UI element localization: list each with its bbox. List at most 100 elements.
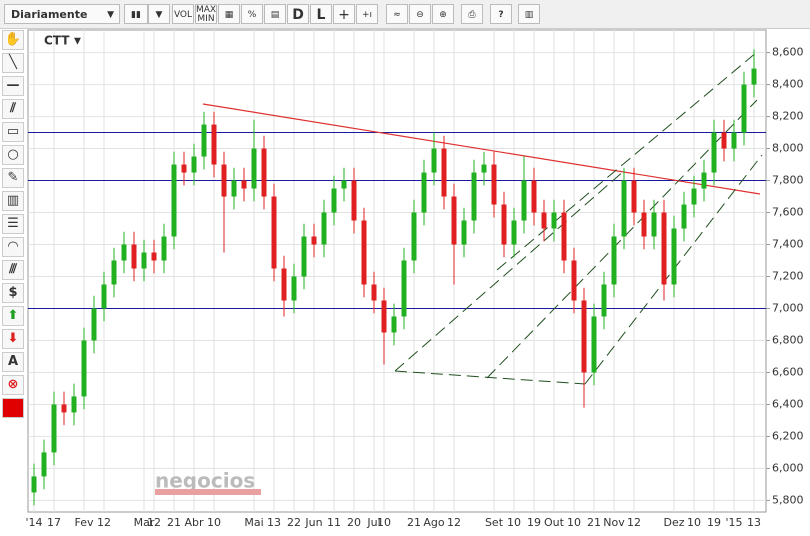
crosshair-button[interactable]: + — [333, 4, 355, 24]
candle-body — [231, 180, 237, 197]
text-tool[interactable]: A — [2, 352, 24, 372]
trendlines — [202, 51, 763, 385]
watermark: negocios — [155, 469, 255, 493]
chart-title: CTT — [44, 34, 70, 48]
hand-tool[interactable]: ✋ — [2, 30, 24, 50]
candle-body — [31, 476, 37, 493]
x-tick-label: 22 — [287, 516, 301, 529]
d-button[interactable]: D — [287, 4, 309, 24]
candle-body — [261, 148, 267, 197]
candle-body — [41, 452, 47, 477]
x-tick-label: 13 — [747, 516, 761, 529]
help-button[interactable]: ? — [490, 4, 512, 24]
candle-body — [401, 260, 407, 317]
volume-button[interactable]: VOL — [172, 4, 194, 24]
candle-body — [241, 180, 247, 189]
candle-body — [691, 188, 697, 205]
channel-lower — [584, 154, 763, 385]
maxmin-button[interactable]: MAX MIN — [195, 4, 217, 24]
y-tick-label: 6,600 — [772, 365, 804, 378]
candle-body — [561, 212, 567, 261]
candle-body — [711, 132, 717, 173]
line-tool[interactable]: ╲ — [2, 53, 24, 73]
hline-tool[interactable]: — — [2, 76, 24, 96]
x-tick-label: 21 — [167, 516, 181, 529]
candle-body — [631, 180, 637, 213]
title-dropdown[interactable]: ▼ — [74, 37, 81, 47]
map-button[interactable]: ▥ — [518, 4, 540, 24]
x-tick-label: 12 — [97, 516, 111, 529]
candle-body — [521, 180, 527, 221]
percent-button[interactable]: % — [241, 4, 263, 24]
chart-type-dropdown[interactable]: ▼ — [148, 4, 170, 24]
compare-button[interactable]: ▤ — [264, 4, 286, 24]
chart-type-button[interactable]: ▮▮ — [124, 4, 148, 24]
zoom-out-button[interactable]: ⊖ — [409, 4, 431, 24]
up-arrow-tool[interactable]: ⬆ — [2, 306, 24, 326]
candle-body — [461, 220, 467, 245]
fib2-tool[interactable]: ☰ — [2, 214, 24, 234]
channel-line — [394, 169, 626, 372]
y-tick-label: 7,600 — [772, 206, 804, 219]
y-tick-label: 8,400 — [772, 78, 804, 91]
x-tick-label: Out — [544, 516, 565, 529]
candle-body — [601, 284, 607, 317]
y-tick-label: 7,200 — [772, 269, 804, 282]
x-tick-label: Fev — [74, 516, 93, 529]
y-tick-label: 6,200 — [772, 429, 804, 442]
x-tick-label: 10 — [567, 516, 581, 529]
y-tick-label: 7,400 — [772, 238, 804, 251]
dollar-tool[interactable]: $ — [2, 283, 24, 303]
candle-body — [281, 268, 287, 301]
color-tool[interactable] — [2, 398, 24, 418]
candle-body — [331, 188, 337, 213]
candle-body — [551, 212, 557, 229]
candle-body — [501, 204, 507, 245]
candle-body — [141, 252, 147, 269]
zoom-in-button[interactable]: ⊕ — [432, 4, 454, 24]
tool-column: ✋ ╲ — ⫽ ▭ ○ ✎ ▥ ☰ ◠ ⫻ $ ⬆ ⬇ A ⊗ — [2, 30, 26, 421]
x-tick-label: 12 — [147, 516, 161, 529]
indicator-button[interactable]: ≈ — [386, 4, 408, 24]
candle-body — [431, 148, 437, 173]
candle-body — [541, 212, 547, 229]
y-tick-label: 6,400 — [772, 397, 804, 410]
print-button[interactable]: ⎙ — [461, 4, 483, 24]
candle-body — [291, 276, 297, 301]
candle-body — [441, 148, 447, 197]
candle-body — [641, 212, 647, 237]
grid-button[interactable]: ▦ — [218, 4, 240, 24]
x-tick-label: 11 — [327, 516, 341, 529]
pen-tool[interactable]: ✎ — [2, 168, 24, 188]
y-tick-label: 7,000 — [772, 301, 804, 314]
x-tick-label: Mar — [134, 516, 155, 529]
x-tick-label: 10 — [207, 516, 221, 529]
channel-base — [394, 370, 586, 385]
cursor-button[interactable]: +ı — [356, 4, 378, 24]
fib-tool[interactable]: ▥ — [2, 191, 24, 211]
rect-tool[interactable]: ▭ — [2, 122, 24, 142]
y-tick-label: 6,000 — [772, 461, 804, 474]
delete-tool[interactable]: ⊗ — [2, 375, 24, 395]
candle-body — [61, 404, 67, 413]
channel-tool[interactable]: ⫽ — [2, 99, 24, 119]
candle-body — [111, 260, 117, 285]
y-tick-label: 5,800 — [772, 493, 804, 506]
l-button[interactable]: L — [310, 4, 332, 24]
arc-tool[interactable]: ◠ — [2, 237, 24, 257]
down-arrow-tool[interactable]: ⬇ — [2, 329, 24, 349]
candle-body — [471, 172, 477, 221]
candle-body — [611, 236, 617, 285]
circle-tool[interactable]: ○ — [2, 145, 24, 165]
fan-tool[interactable]: ⫻ — [2, 260, 24, 280]
toolbar: Diariamente ▼ ▮▮ ▼ VOL MAX MIN ▦ % ▤ D L … — [0, 0, 810, 29]
candle-body — [651, 212, 657, 237]
period-select[interactable]: Diariamente ▼ — [4, 4, 120, 24]
x-tick-label: Ago — [423, 516, 445, 529]
candle-body — [151, 252, 157, 261]
x-tick-label: 19 — [527, 516, 541, 529]
x-tick-label: 10 — [507, 516, 521, 529]
y-tick-label: 6,800 — [772, 333, 804, 346]
candle-body — [661, 212, 667, 285]
